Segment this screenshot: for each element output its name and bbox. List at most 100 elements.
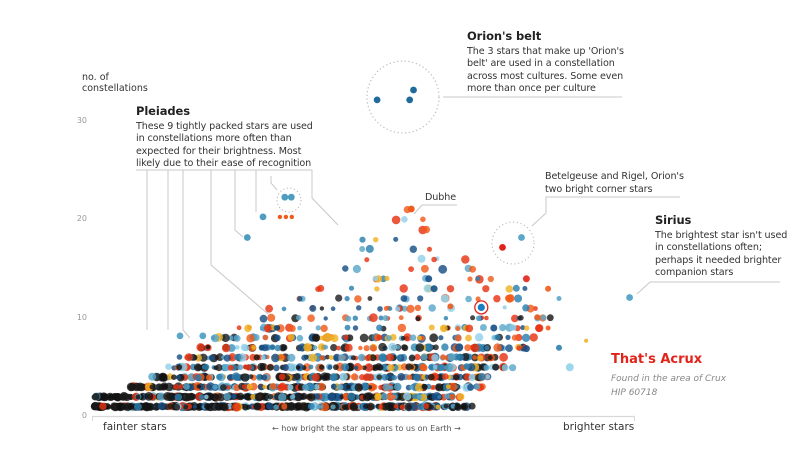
star-dot bbox=[378, 315, 384, 321]
star-dot bbox=[524, 325, 530, 331]
star-dot bbox=[474, 383, 481, 390]
star-dot bbox=[391, 394, 396, 400]
star-dot bbox=[508, 364, 517, 372]
pleiades-circle bbox=[276, 187, 302, 213]
star-dot bbox=[494, 334, 501, 341]
star-dot bbox=[221, 365, 227, 370]
star-dot bbox=[445, 384, 451, 390]
star-dot bbox=[206, 382, 215, 391]
star-pleiades-2 bbox=[287, 193, 295, 201]
star-dot bbox=[287, 333, 295, 341]
star-dot bbox=[330, 383, 337, 390]
star-dot bbox=[307, 402, 315, 410]
star-dot bbox=[401, 216, 408, 223]
star-dot bbox=[511, 334, 518, 341]
star-dot bbox=[417, 295, 424, 302]
star-dot bbox=[425, 343, 434, 352]
star-dot bbox=[399, 284, 408, 293]
star-dot bbox=[465, 324, 474, 333]
star-dot bbox=[208, 354, 216, 361]
star-dot bbox=[456, 353, 464, 362]
star-dot bbox=[381, 402, 390, 411]
star-dot bbox=[484, 374, 491, 380]
star-dot bbox=[253, 354, 260, 361]
acrux-highlight-ring bbox=[474, 300, 489, 315]
outlier-star-dot bbox=[440, 294, 449, 303]
star-dot bbox=[336, 383, 344, 391]
star-dot bbox=[479, 324, 487, 331]
star-dot bbox=[237, 364, 244, 371]
star-dot bbox=[296, 334, 304, 342]
star-dot bbox=[221, 343, 231, 353]
star-dot bbox=[135, 394, 141, 400]
annotation-orion-belt: Orion's belt The 3 stars that make up 'O… bbox=[467, 30, 632, 96]
star-dot bbox=[184, 393, 192, 401]
star-dot bbox=[254, 393, 263, 401]
star-dot bbox=[437, 394, 442, 400]
star-dot bbox=[178, 384, 184, 390]
star-dot bbox=[261, 344, 269, 352]
star-dot bbox=[401, 344, 409, 352]
star-dot bbox=[287, 402, 296, 411]
star-dot bbox=[438, 335, 444, 341]
star-dot bbox=[454, 334, 462, 342]
star-dot bbox=[352, 264, 361, 274]
star-dot bbox=[308, 364, 314, 370]
star-dot bbox=[520, 325, 526, 331]
star-dot bbox=[359, 246, 366, 252]
star-dot bbox=[414, 353, 421, 361]
star-dot bbox=[193, 363, 202, 372]
star-dot bbox=[274, 344, 281, 352]
outlier-star-dot bbox=[425, 275, 433, 283]
star-dot bbox=[444, 393, 450, 400]
star-dot bbox=[354, 365, 359, 370]
star-dot bbox=[369, 345, 376, 352]
star-dot bbox=[223, 354, 231, 362]
star-dot bbox=[521, 333, 531, 342]
star-dot bbox=[128, 404, 134, 410]
star-dot bbox=[192, 404, 197, 409]
star-dot bbox=[175, 374, 181, 380]
star-dot bbox=[367, 296, 373, 301]
star-dot bbox=[469, 265, 476, 273]
star-dot bbox=[354, 383, 363, 392]
star-dot bbox=[327, 364, 333, 370]
star-dot bbox=[378, 404, 384, 410]
star-dot bbox=[226, 374, 233, 381]
star-dot bbox=[271, 353, 280, 363]
annotation-betelgeuse-rigel-text: Betelgeuse and Rigel, Orion's two bright… bbox=[545, 171, 684, 195]
star-dot bbox=[287, 363, 296, 372]
star-dot bbox=[408, 364, 414, 370]
star-dot bbox=[399, 404, 405, 410]
x-axis-left-label: fainter stars bbox=[103, 421, 167, 433]
star-dot bbox=[260, 392, 269, 401]
star-dot bbox=[509, 324, 517, 331]
star-dot bbox=[297, 325, 302, 331]
annotation-orion-belt-text: The 3 stars that make up 'Orion's belt' … bbox=[467, 45, 624, 95]
star-dot bbox=[428, 364, 434, 370]
star-dot bbox=[173, 403, 181, 411]
star-dot bbox=[464, 344, 472, 352]
star-dot bbox=[393, 404, 399, 409]
star-dot bbox=[352, 325, 359, 331]
star-dot bbox=[149, 384, 155, 390]
star-dot bbox=[397, 323, 407, 333]
star-dot bbox=[378, 384, 384, 390]
star-dot bbox=[99, 402, 107, 410]
star-dot bbox=[266, 402, 274, 410]
star-dot bbox=[204, 394, 209, 400]
star-dot bbox=[350, 373, 359, 381]
star-dot bbox=[289, 394, 295, 400]
star-dot bbox=[435, 404, 441, 410]
star-pleiades-1 bbox=[281, 193, 289, 201]
star-dot bbox=[211, 334, 220, 343]
star-dot bbox=[261, 374, 268, 381]
star-dot bbox=[467, 276, 473, 282]
star-dot bbox=[365, 244, 374, 253]
annotation-acrux-title: That's Acrux bbox=[611, 352, 703, 367]
outlier-star-dot bbox=[502, 305, 507, 310]
y-axis-title-line2: constellations bbox=[82, 83, 148, 94]
star-dot bbox=[323, 344, 329, 350]
star-dots bbox=[90, 206, 589, 412]
star-dot bbox=[447, 353, 456, 361]
